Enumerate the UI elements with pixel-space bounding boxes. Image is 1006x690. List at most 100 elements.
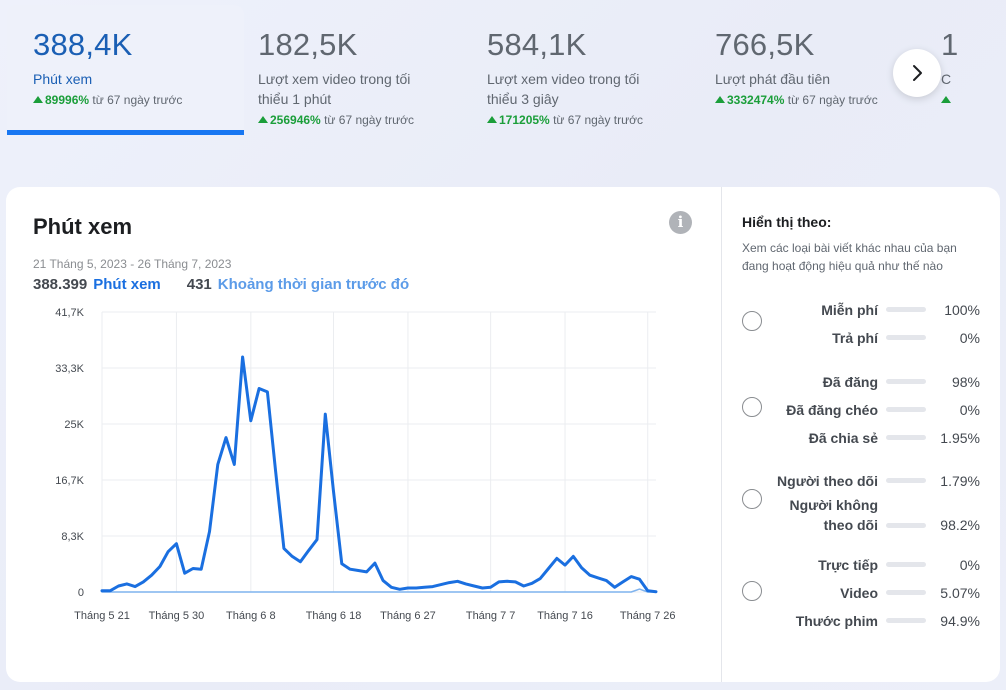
breakdown-pct: 100% xyxy=(944,302,980,318)
metric-card-3s-views[interactable]: 584,1K Lượt xem video trong tối thiểu 3 … xyxy=(461,5,662,135)
series-line-previous xyxy=(101,588,657,593)
metric-card-1min-views[interactable]: 182,5K Lượt xem video trong tối thiểu 1 … xyxy=(232,5,433,135)
breakdown-group-post-type: Đã đăng 98% Đã đăng chéo 0% Đã chia sẻ 1… xyxy=(722,372,1000,447)
breakdown-pct: 0% xyxy=(959,557,980,573)
breakdown-label: Đã đăng chéo xyxy=(786,402,878,418)
metric-change-pct: 89996% xyxy=(45,93,90,107)
metric-cards: 388,4K Phút xem 89996% từ 67 ngày trước … xyxy=(0,0,1006,140)
metric-card-partial[interactable]: 1 C xyxy=(915,5,1006,135)
breakdown-pct: 1.95% xyxy=(940,430,980,446)
metric-value: 584,1K xyxy=(487,27,587,62)
metric-label: Lượt xem video trong tối thiểu 3 giây xyxy=(487,71,640,107)
divider xyxy=(721,187,722,682)
breakdown-label: Video xyxy=(840,585,878,601)
metric-change: 3332474% từ 67 ngày trước xyxy=(715,93,890,107)
breakdown-pct: 98.2% xyxy=(940,517,980,533)
metric-value: 766,5K xyxy=(715,27,815,62)
breakdown-row: Miễn phí 100% xyxy=(722,300,1000,320)
breakdown-bar xyxy=(886,590,926,595)
metric-change-suffix: từ 67 ngày trước xyxy=(553,113,644,127)
panel-title: Phút xem xyxy=(33,214,133,239)
up-arrow-icon xyxy=(33,96,43,103)
breakdown-bar xyxy=(886,335,926,340)
y-tick-label: 8,3K xyxy=(61,531,84,543)
metric-card-watch-minutes[interactable]: 388,4K Phút xem 89996% từ 67 ngày trước xyxy=(7,5,244,135)
x-tick-label: Tháng 5 30 xyxy=(149,610,205,622)
metric-change: 256946% từ 67 ngày trước xyxy=(258,113,433,127)
breakdown-row: Video 5.07% xyxy=(722,583,1000,603)
metric-change: 171205% từ 67 ngày trước xyxy=(487,113,662,127)
metric-value: 182,5K xyxy=(258,27,358,62)
watch-minutes-panel: Phút xem i 21 Tháng 5, 2023 - 26 Tháng 7… xyxy=(6,187,1000,682)
y-tick-label: 25K xyxy=(64,419,84,431)
metric-value: 1 xyxy=(941,27,959,62)
info-icon[interactable]: i xyxy=(669,211,692,234)
up-arrow-icon xyxy=(258,116,268,123)
y-tick-label: 33,3K xyxy=(55,363,84,375)
breakdown-pct: 0% xyxy=(959,402,980,418)
chevron-right-icon xyxy=(913,65,922,81)
breakdown-group-followers: Người theo dõi 1.79% Người không theo dõ… xyxy=(722,471,1000,533)
breakdown-label: Trực tiếp xyxy=(818,557,878,573)
breakdown-pct: 0% xyxy=(959,330,980,346)
breakdown-label: Đã chia sẻ xyxy=(808,430,878,446)
metric-label: C xyxy=(941,71,952,87)
radio-format[interactable] xyxy=(742,581,762,601)
breakdown-bar xyxy=(886,379,926,384)
breakdown-bar xyxy=(886,307,926,312)
metric-value: 388,4K xyxy=(33,27,133,62)
breakdown-description: Xem các loại bài viết khác nhau của bạn … xyxy=(742,241,957,273)
breakdown-label: Người theo dõi xyxy=(777,473,878,489)
breakdown-label: Thước phim xyxy=(795,613,878,629)
breakdown-row: Người không theo dõi 98.2% xyxy=(722,495,1000,537)
breakdown-label: Đã đăng xyxy=(822,374,878,390)
breakdown-pct: 1.79% xyxy=(940,473,980,489)
radio-post-type[interactable] xyxy=(742,397,762,417)
radio-paid[interactable] xyxy=(742,311,762,331)
breakdown-pct: 98% xyxy=(951,374,980,390)
metric-change-suffix: từ 67 ngày trước xyxy=(92,93,183,107)
series-line-current xyxy=(100,355,658,594)
legend-previous-value: 431 xyxy=(186,276,212,293)
date-range: 21 Tháng 5, 2023 - 26 Tháng 7, 2023 xyxy=(33,257,232,271)
breakdown-row: Đã đăng chéo 0% xyxy=(722,400,1000,420)
line-chart[interactable]: 0 8,3K 16,7K 25K 33,3K 41,7K Tháng 5 21 Tháng 5… xyxy=(6,297,721,627)
metric-change-pct: 171205% xyxy=(499,113,550,127)
x-tick-label: Tháng 7 7 xyxy=(466,610,516,622)
breakdown-row: Thước phim 94.9% xyxy=(722,611,1000,631)
y-tick-label: 16,7K xyxy=(55,475,84,487)
y-tick-label: 41,7K xyxy=(55,307,84,319)
breakdown-bar xyxy=(886,618,926,623)
metric-change: 89996% từ 67 ngày trước xyxy=(33,93,244,107)
breakdown-bar xyxy=(886,562,926,567)
breakdown-bar xyxy=(886,523,926,528)
breakdown-title: Hiển thị theo: xyxy=(742,214,832,230)
radio-followers[interactable] xyxy=(742,489,762,509)
breakdown-panel: Hiển thị theo: Xem các loại bài viết khá… xyxy=(722,187,1000,682)
chart-legend: 388.399 Phút xem 431 Khoảng thời gian trước… xyxy=(33,276,409,293)
breakdown-bar xyxy=(886,478,926,483)
breakdown-label: Người không theo dõi xyxy=(789,497,878,533)
next-metrics-button[interactable] xyxy=(893,49,941,97)
up-arrow-icon xyxy=(941,96,951,103)
legend-current-label[interactable]: Phút xem xyxy=(93,276,161,293)
metric-change-pct: 256946% xyxy=(270,113,321,127)
metric-change-suffix: từ 67 ngày trước xyxy=(787,93,878,107)
breakdown-row: Trả phí 0% xyxy=(722,328,1000,348)
up-arrow-icon xyxy=(487,116,497,123)
metric-card-first-plays[interactable]: 766,5K Lượt phát đầu tiên 3332474% từ 67… xyxy=(689,5,890,135)
y-tick-label: 0 xyxy=(78,587,84,599)
metric-label: Lượt xem video trong tối thiểu 1 phút xyxy=(258,71,411,107)
breakdown-label: Miễn phí xyxy=(821,302,878,318)
x-tick-label: Tháng 6 18 xyxy=(306,610,362,622)
breakdown-pct: 5.07% xyxy=(940,585,980,601)
legend-previous-label[interactable]: Khoảng thời gian trước đó xyxy=(217,276,410,293)
legend-current-value: 388.399 xyxy=(33,276,88,293)
breakdown-pct: 94.9% xyxy=(940,613,980,629)
breakdown-bar xyxy=(886,407,926,412)
metric-change-pct: 3332474% xyxy=(727,93,785,107)
x-tick-label: Tháng 6 8 xyxy=(226,610,276,622)
metric-change xyxy=(941,93,1006,107)
x-tick-label: Tháng 5 21 xyxy=(74,610,130,622)
x-tick-label: Tháng 7 26 xyxy=(620,610,676,622)
